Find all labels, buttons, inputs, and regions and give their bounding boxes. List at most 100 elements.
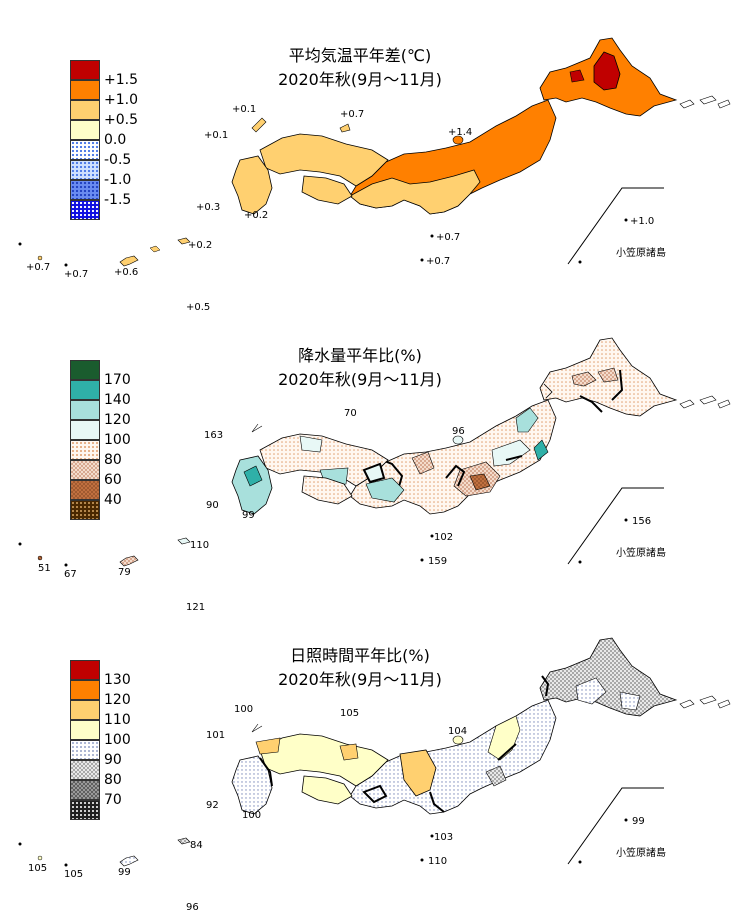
station-value: 163 — [204, 430, 224, 441]
legend-label: -1.5 — [104, 192, 132, 208]
kyushu-region — [231, 155, 273, 215]
station-value: +0.7 — [426, 256, 451, 267]
legend-swatch — [70, 500, 100, 520]
legend-swatch — [70, 400, 100, 420]
station-value: +0.7 — [64, 269, 89, 280]
legend-swatch — [70, 720, 100, 740]
ogasawara-label: 小笠原諸島 — [616, 848, 666, 859]
legend-label: 60 — [104, 472, 122, 488]
station-value: 99 — [632, 816, 645, 827]
station-value: +0.7 — [436, 232, 461, 243]
precipitation-map — [18, 337, 731, 567]
legend-swatch — [70, 360, 100, 380]
precipitation-title-line2: 2020年秋(9月～11月) — [278, 370, 442, 389]
panel-precipitation: 降水量平年比(%) 2020年秋(9月～11月) 170 140 120 100… — [0, 300, 750, 613]
station-value: 102 — [434, 532, 454, 543]
station-value: 110 — [190, 540, 210, 551]
ogasawara-label: 小笠原諸島 — [616, 548, 666, 559]
legend-label: +1.0 — [104, 92, 138, 108]
legend-label: 120 — [104, 692, 131, 708]
station-value: 100 — [242, 810, 262, 821]
station-value: 96 — [452, 426, 465, 437]
legend-swatch — [70, 140, 100, 160]
station-value: 101 — [206, 730, 226, 741]
station-value: 99 — [242, 510, 255, 521]
sunshine-map — [18, 637, 731, 867]
station-value: 105 — [28, 863, 48, 874]
station-value: 51 — [38, 563, 51, 574]
legend-swatch — [70, 100, 100, 120]
legend-label: +1.5 — [104, 72, 138, 88]
legend-label: 100 — [104, 732, 131, 748]
legend-label: 110 — [104, 712, 131, 728]
station-value: 100 — [234, 704, 254, 715]
legend-label: 70 — [104, 792, 122, 808]
station-value: 92 — [206, 800, 219, 811]
legend-swatch — [70, 460, 100, 480]
legend-swatch — [70, 780, 100, 800]
legend-label: 0.0 — [104, 132, 127, 148]
station-value: 70 — [344, 408, 357, 419]
station-value: 121 — [186, 602, 206, 613]
legend-label: -1.0 — [104, 172, 132, 188]
station-value: 110 — [428, 856, 448, 867]
station-value: +0.2 — [188, 240, 213, 251]
station-value: +1.4 — [448, 127, 473, 138]
station-value: 103 — [434, 832, 454, 843]
legend-swatch — [70, 680, 100, 700]
station-value: 105 — [64, 869, 84, 880]
legend-swatch — [70, 380, 100, 400]
station-value: 105 — [340, 708, 360, 719]
panel-sunshine: 日照時間平年比(%) 2020年秋(9月～11月) 130 120 110 10… — [0, 600, 750, 913]
station-value: 90 — [206, 500, 219, 511]
legend-label: 80 — [104, 452, 122, 468]
station-value: 156 — [632, 516, 652, 527]
station-value: +0.5 — [186, 302, 211, 313]
station-value: +0.1 — [232, 104, 257, 115]
station-value: 84 — [190, 840, 203, 851]
temperature-map — [18, 37, 731, 267]
station-value: 96 — [186, 902, 199, 913]
station-value: 159 — [428, 556, 448, 567]
legend-swatch — [70, 800, 100, 820]
station-value: +0.2 — [244, 210, 269, 221]
legend-swatch — [70, 700, 100, 720]
legend-label: 90 — [104, 752, 122, 768]
station-value: 104 — [448, 726, 468, 737]
legend-swatch — [70, 120, 100, 140]
legend-label: 120 — [104, 412, 131, 428]
station-value: +0.6 — [114, 267, 139, 278]
station-value: 99 — [118, 867, 131, 878]
legend-swatch — [70, 160, 100, 180]
temperature-title-line1: 平均気温平年差(℃) — [288, 46, 432, 65]
legend-label: +0.5 — [104, 112, 138, 128]
legend-swatch — [70, 760, 100, 780]
legend-swatch — [70, 740, 100, 760]
station-value: +0.7 — [26, 262, 51, 273]
station-value: +0.1 — [204, 130, 229, 141]
legend-label: 80 — [104, 772, 122, 788]
sunshine-title-line1: 日照時間平年比(%) — [290, 646, 430, 665]
legend-label: -0.5 — [104, 152, 132, 168]
legend-label: 100 — [104, 432, 131, 448]
panel-temperature: 平均気温平年差(℃) 2020年秋(9月～11月) +1.5 +1.0 +0.5… — [0, 0, 750, 313]
legend-swatch — [70, 440, 100, 460]
sunshine-title-line2: 2020年秋(9月～11月) — [278, 670, 442, 689]
legend-swatch — [70, 480, 100, 500]
legend-label: 130 — [104, 672, 131, 688]
legend-swatch — [70, 60, 100, 80]
legend-label: 170 — [104, 372, 131, 388]
legend-swatch — [70, 420, 100, 440]
station-value: 67 — [64, 569, 77, 580]
temperature-title-line2: 2020年秋(9月～11月) — [278, 70, 442, 89]
station-value: +1.0 — [630, 216, 655, 227]
precipitation-title-line1: 降水量平年比(%) — [298, 346, 422, 365]
station-value: +0.3 — [196, 202, 221, 213]
legend-label: 140 — [104, 392, 131, 408]
legend-swatch — [70, 180, 100, 200]
legend-swatch — [70, 200, 100, 220]
legend-label: 40 — [104, 492, 122, 508]
ogasawara-label: 小笠原諸島 — [616, 248, 666, 259]
legend-swatch — [70, 80, 100, 100]
legend-swatch — [70, 660, 100, 680]
